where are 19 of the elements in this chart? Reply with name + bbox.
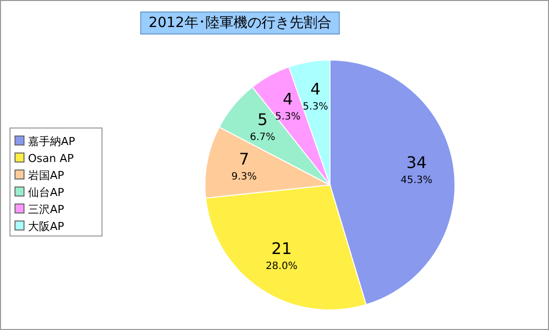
legend-label: 嘉手納AP [28, 135, 76, 148]
data-label: 5 [257, 110, 268, 130]
legend-label: 大阪AP [28, 220, 65, 233]
data-label: 4 [310, 80, 320, 99]
text: 45.3% [400, 175, 432, 186]
data-label: 21 [271, 238, 292, 258]
data-label: 4 [282, 89, 293, 108]
legend-label: 三沢AP [28, 203, 65, 216]
data-label: 34 [406, 153, 427, 172]
data-label: 7 [238, 150, 250, 169]
text: 6.7% [250, 132, 276, 144]
legend-label: 仙台AP [28, 186, 65, 199]
legend-label: Osan AP [28, 152, 74, 165]
text: 9.3% [231, 172, 257, 183]
legend-label: 岩国AP [28, 169, 65, 182]
text: 5.3% [302, 102, 328, 113]
chart-title: 2012年･陸軍機の行き先割合 [148, 15, 332, 31]
text: 5.3% [275, 111, 301, 122]
text: 28.0% [266, 260, 298, 272]
